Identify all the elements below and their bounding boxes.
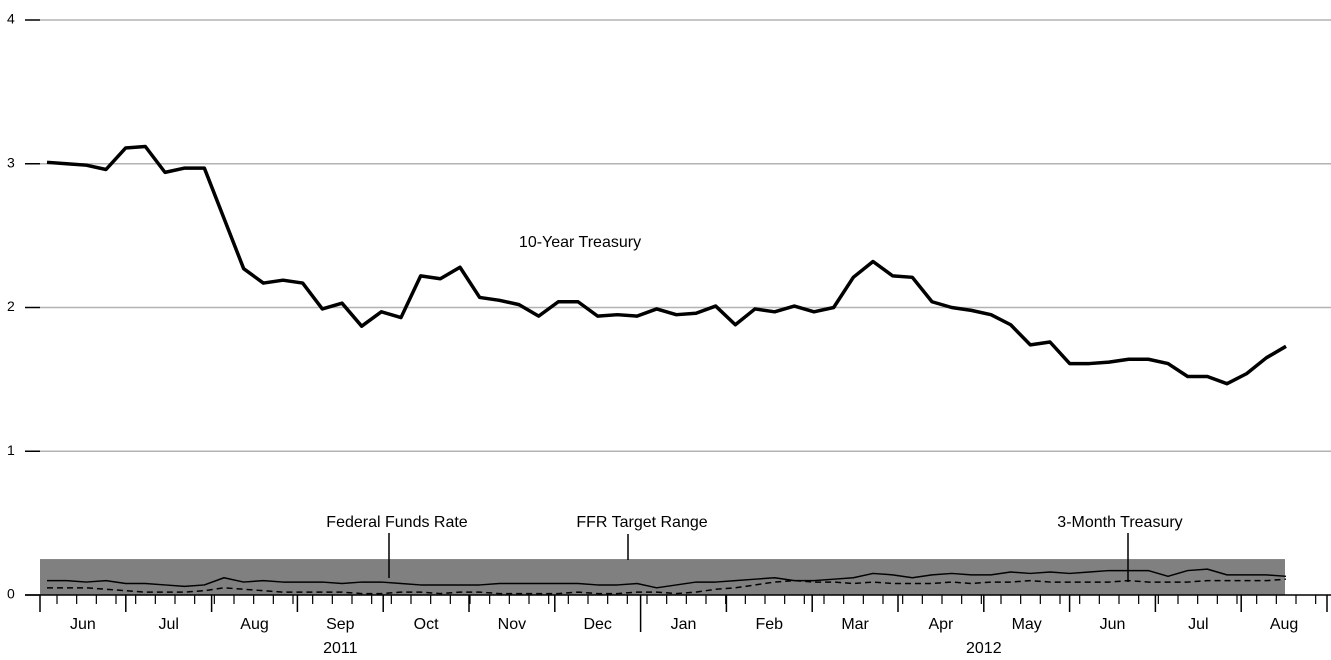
x-tick-label: Jan — [671, 616, 697, 633]
series-line — [47, 568, 1287, 589]
x-tick-label: Mar — [841, 616, 869, 633]
x-tick-label: Dec — [583, 616, 611, 633]
x-tick-label: May — [1012, 616, 1042, 633]
x-tick-label: Sep — [326, 616, 355, 633]
y-tick-label: 3 — [7, 154, 15, 170]
y-tick-label: 1 — [7, 442, 15, 458]
series-label: Federal Funds Rate — [326, 514, 468, 531]
x-tick-label: Oct — [414, 616, 439, 633]
x-tick-label: Aug — [240, 616, 268, 633]
year-label: 2012 — [966, 640, 1002, 657]
x-tick-label: Jun — [1100, 616, 1126, 633]
series-label: 3-Month Treasury — [1057, 514, 1182, 531]
series-line — [46, 144, 1287, 386]
y-tick-label: 4 — [7, 11, 15, 27]
year-label: 2011 — [323, 640, 358, 657]
x-tick-label: Jun — [70, 616, 96, 633]
x-tick-label: Jul — [158, 616, 178, 633]
y-tick-label: 2 — [7, 298, 15, 314]
x-tick-label: Apr — [928, 616, 954, 633]
x-tick-label: Nov — [498, 616, 526, 633]
band-label: FFR Target Range — [576, 514, 707, 531]
series-label: 10-Year Treasury — [519, 234, 641, 251]
x-tick-label: Jul — [1188, 616, 1208, 633]
y-tick-label: 0 — [7, 586, 15, 602]
x-tick-label: Aug — [1270, 616, 1298, 633]
series-line — [47, 578, 1287, 595]
target-band — [40, 559, 1285, 595]
x-tick-label: Feb — [756, 616, 784, 633]
